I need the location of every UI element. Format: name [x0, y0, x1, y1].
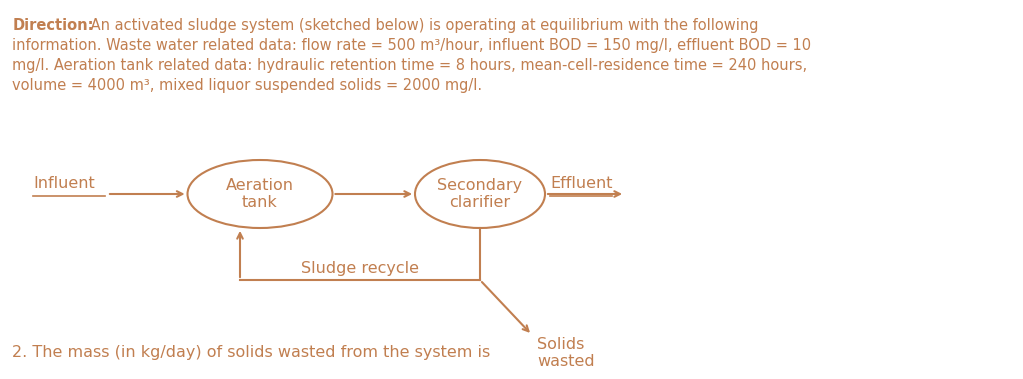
Text: An activated sludge system (sketched below) is operating at equilibrium with the: An activated sludge system (sketched bel… — [86, 18, 758, 33]
Text: Solids
wasted: Solids wasted — [537, 337, 594, 370]
Text: Secondary
clarifier: Secondary clarifier — [438, 178, 523, 210]
Text: Direction:: Direction: — [12, 18, 94, 33]
Text: mg/l. Aeration tank related data: hydraulic retention time = 8 hours, mean-cell-: mg/l. Aeration tank related data: hydrau… — [12, 58, 807, 73]
Text: 2. The mass (in kg/day) of solids wasted from the system is: 2. The mass (in kg/day) of solids wasted… — [12, 345, 490, 360]
Text: information. Waste water related data: flow rate = 500 m³/hour, influent BOD = 1: information. Waste water related data: f… — [12, 38, 811, 53]
Text: Influent: Influent — [33, 176, 95, 191]
Text: Sludge recycle: Sludge recycle — [301, 261, 419, 276]
Text: volume = 4000 m³, mixed liquor suspended solids = 2000 mg/l.: volume = 4000 m³, mixed liquor suspended… — [12, 78, 483, 93]
Text: Effluent: Effluent — [550, 176, 613, 191]
Text: Aeration
tank: Aeration tank — [226, 178, 294, 210]
